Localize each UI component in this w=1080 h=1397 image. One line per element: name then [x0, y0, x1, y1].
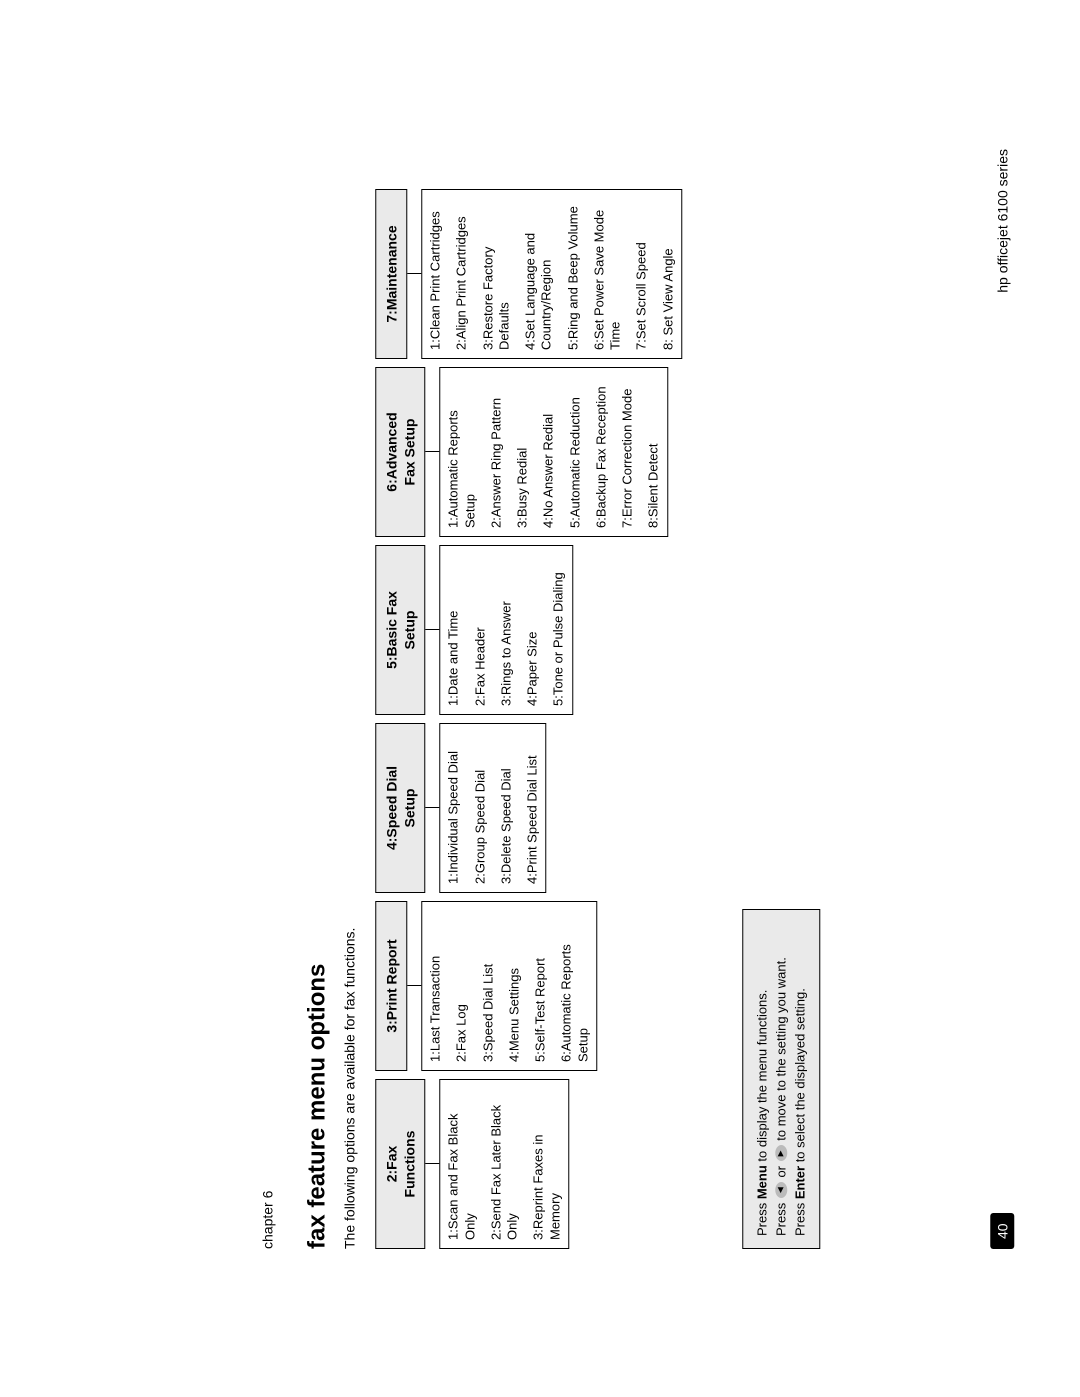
text: Press — [754, 1199, 769, 1236]
menu-item: 6:Automatic Reports Setup — [554, 902, 597, 1070]
menu-column: 7:Maintenance 1:Clean Print Cartridges2:A… — [375, 189, 682, 359]
menu-item: 4:No Answer Redial — [536, 368, 562, 536]
menu-item: 1:Clean Print Cartridges — [422, 190, 448, 358]
menu-item: 3:Delete Speed Dial — [493, 724, 519, 892]
text: or — [773, 1162, 788, 1181]
menu-body: 1:Date and Time2:Fax Header3:Rings to An… — [440, 545, 573, 715]
menu-column: 3:Print Report 1:Last Transaction2:Fax Lo… — [375, 901, 597, 1071]
menu-column: 6:AdvancedFax Setup 1:Automatic Reports S… — [375, 367, 668, 537]
menu-body: 1:Individual Speed Dial2:Group Speed Dia… — [440, 723, 547, 893]
menu-column: 5:Basic FaxSetup 1:Date and Time2:Fax Hea… — [375, 545, 573, 715]
menu-item: 4:Set Language and Country/Region — [517, 190, 560, 358]
menu-body: 1:Scan and Fax Black Only2:Send Fax Late… — [440, 1079, 570, 1249]
right-arrow-icon: ► — [776, 1145, 788, 1161]
menu-item: 6:Backup Fax Reception — [588, 368, 614, 536]
menu-item: 4:Print Speed Dial List — [519, 724, 545, 892]
enter-key: Enter — [792, 1165, 807, 1198]
menu-item: 5:Self-Test Report — [527, 902, 553, 1070]
connector-line — [426, 807, 440, 808]
menu-item: 3:Reprint Faxes in Memory — [526, 1080, 569, 1248]
menu-item: 1:Automatic Reports Setup — [441, 368, 484, 536]
connector-line — [407, 985, 421, 986]
menu-key: Menu — [754, 1165, 769, 1199]
menu-item: 1:Last Transaction — [422, 902, 448, 1070]
menu-column: 2:FaxFunctions 1:Scan and Fax Black Only2… — [375, 1079, 569, 1249]
instruction-line: Press Menu to display the menu functions… — [753, 922, 772, 1236]
chapter-label: chapter 6 — [259, 149, 275, 1249]
text: Press — [773, 1199, 788, 1236]
menu-item: 8:Silent Detect — [641, 368, 667, 536]
menu-item: 2:Answer Ring Pattern — [483, 368, 509, 536]
menu-item: 5:Ring and Beep Volume — [560, 190, 586, 358]
menu-item: 3:Rings to Answer — [493, 546, 519, 714]
product-name: hp officejet 6100 series — [995, 149, 1011, 293]
menu-item: 5:Tone or Pulse Dialing — [546, 546, 572, 714]
left-arrow-icon: ◄ — [776, 1182, 788, 1198]
menu-item: 6:Set Power Save Mode Time — [586, 190, 629, 358]
connector-line — [407, 273, 421, 274]
page-footer: 40 hp officejet 6100 series — [991, 149, 1015, 1249]
instructions-box: Press Menu to display the menu functions… — [742, 909, 821, 1249]
instruction-line: Press ◄ or ► to move to the setting you … — [772, 922, 791, 1236]
menu-item: 4:Paper Size — [519, 546, 545, 714]
text: Press — [792, 1199, 807, 1236]
menu-body: 1:Clean Print Cartridges2:Align Print Ca… — [421, 189, 682, 359]
menu-item: 2:Align Print Cartridges — [449, 190, 475, 358]
menu-header: 6:AdvancedFax Setup — [375, 367, 425, 537]
menu-body: 1:Automatic Reports Setup2:Answer Ring P… — [440, 367, 668, 537]
instruction-line: Press Enter to select the displayed sett… — [791, 922, 810, 1236]
menu-item: 1:Individual Speed Dial — [441, 724, 467, 892]
connector-line — [426, 1163, 440, 1164]
menu-item: 7:Set Scroll Speed — [629, 190, 655, 358]
menu-item: 1:Date and Time — [441, 546, 467, 714]
menu-header: 4:Speed DialSetup — [375, 723, 425, 893]
page-title: fax feature menu options — [303, 149, 331, 1249]
page-number: 40 — [991, 1213, 1015, 1249]
page-subtitle: The following options are available for … — [341, 149, 357, 1249]
menu-item: 5:Automatic Reduction — [562, 368, 588, 536]
menu-header: 7:Maintenance — [375, 189, 407, 359]
menu-body: 1:Last Transaction2:Fax Log3:Speed Dial … — [421, 901, 597, 1071]
menu-item: 8: Set View Angle — [655, 190, 681, 358]
text: to select the displayed setting. — [792, 988, 807, 1166]
menu-item: 3:Restore Factory Defaults — [475, 190, 518, 358]
menu-header: 5:Basic FaxSetup — [375, 545, 425, 715]
menu-item: 4:Menu Settings — [501, 902, 527, 1070]
menu-header: 3:Print Report — [375, 901, 407, 1071]
menu-item: 3:Busy Redial — [509, 368, 535, 536]
menu-item: 2:Fax Log — [449, 902, 475, 1070]
menu-column: 4:Speed DialSetup 1:Individual Speed Dial… — [375, 723, 546, 893]
connector-line — [426, 451, 440, 452]
menu-tree: 2:FaxFunctions1:Scan and Fax Black Only2… — [375, 149, 682, 1249]
menu-item: 2:Fax Header — [467, 546, 493, 714]
menu-item: 1:Scan and Fax Black Only — [441, 1080, 484, 1248]
menu-item: 3:Speed Dial List — [475, 902, 501, 1070]
text: to display the menu functions. — [754, 989, 769, 1165]
connector-line — [426, 629, 440, 630]
menu-item: 2:Group Speed Dial — [467, 724, 493, 892]
menu-item: 2:Send Fax Later Black Only — [483, 1080, 526, 1248]
menu-item: 7:Error Correction Mode — [614, 368, 640, 536]
text: to move to the setting you want. — [773, 957, 788, 1144]
menu-header: 2:FaxFunctions — [375, 1079, 425, 1249]
